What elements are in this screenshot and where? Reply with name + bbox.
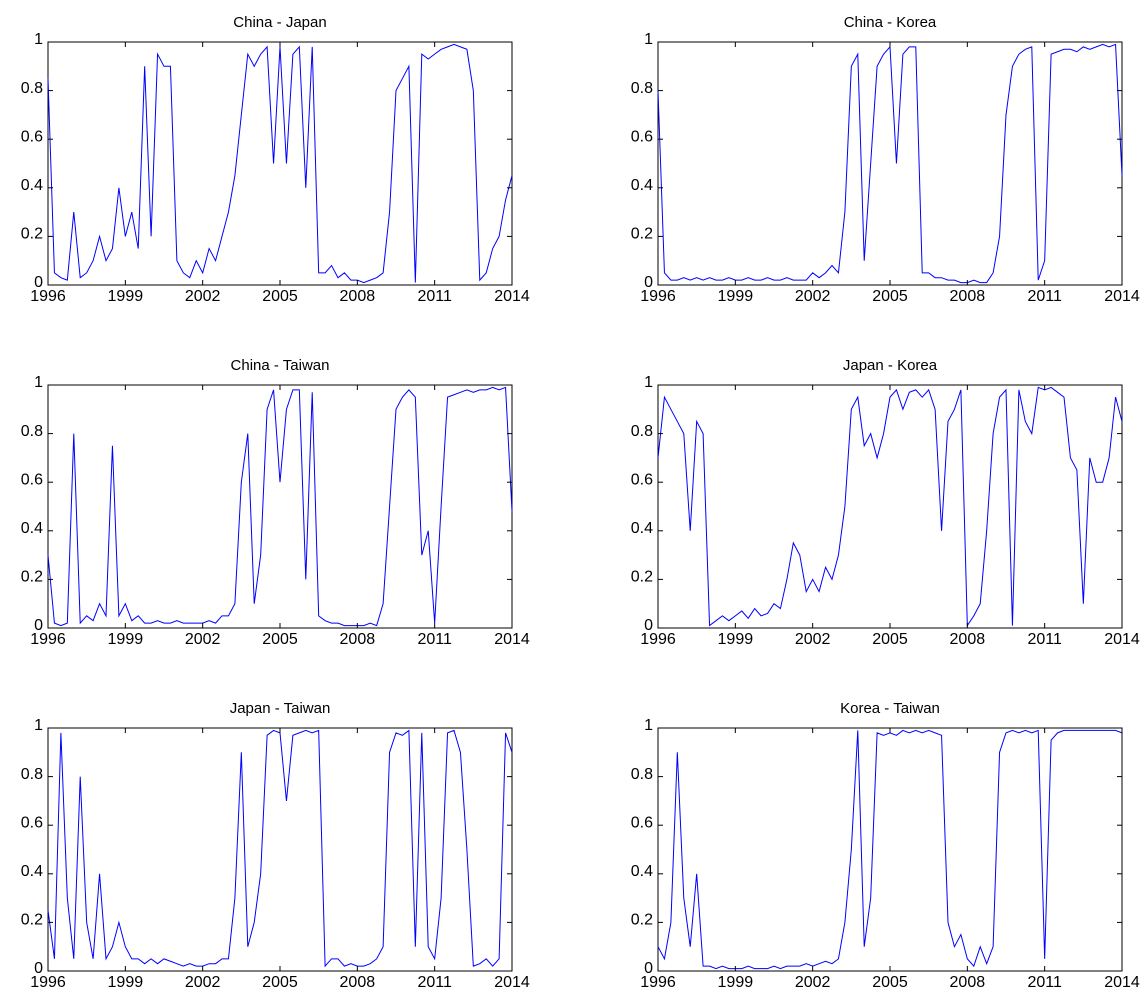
y-tick-label: 1 bbox=[644, 374, 653, 391]
y-tick-label: 0.2 bbox=[631, 226, 653, 243]
data-line bbox=[47, 43, 513, 284]
y-tick-label: 0 bbox=[644, 960, 653, 977]
y-tick-label: 0.4 bbox=[21, 520, 43, 537]
x-tick-label: 2002 bbox=[185, 974, 221, 991]
data-line bbox=[657, 729, 1123, 970]
x-tick-label: 1996 bbox=[640, 974, 676, 991]
x-tick-label: 1999 bbox=[108, 631, 144, 648]
y-tick-label: 0.2 bbox=[631, 569, 653, 586]
x-tick-label: 2002 bbox=[185, 631, 221, 648]
x-tick-label: 2014 bbox=[1104, 974, 1140, 991]
x-tick-label: 1996 bbox=[30, 288, 66, 305]
x-tick-label: 2014 bbox=[494, 288, 530, 305]
x-tick-label: 1999 bbox=[718, 974, 754, 991]
x-tick-label: 2002 bbox=[185, 288, 221, 305]
x-tick-label: 1996 bbox=[30, 631, 66, 648]
x-tick-label: 2008 bbox=[950, 288, 986, 305]
x-tick-label: 2002 bbox=[795, 974, 831, 991]
y-tick-label: 0.2 bbox=[21, 912, 43, 929]
x-tick-label: 2014 bbox=[1104, 288, 1140, 305]
y-tick-label: 1 bbox=[34, 31, 43, 48]
y-tick-label: 1 bbox=[644, 717, 653, 734]
y-tick-label: 0.8 bbox=[21, 423, 43, 440]
chart-title: China - Taiwan bbox=[231, 357, 330, 374]
y-tick-label: 0.4 bbox=[631, 520, 653, 537]
y-tick-label: 0.8 bbox=[631, 423, 653, 440]
x-tick-label: 2011 bbox=[417, 288, 452, 305]
x-tick-label: 2005 bbox=[872, 974, 908, 991]
y-tick-label: 0.6 bbox=[631, 814, 653, 831]
y-tick-label: 0 bbox=[34, 617, 43, 634]
x-tick-label: 2011 bbox=[417, 974, 452, 991]
y-tick-label: 0.6 bbox=[21, 471, 43, 488]
data-line bbox=[47, 386, 513, 627]
plot-frame bbox=[47, 41, 513, 286]
x-tick-label: 2008 bbox=[340, 631, 376, 648]
x-tick-label: 2014 bbox=[1104, 631, 1140, 648]
x-tick-label: 2005 bbox=[872, 288, 908, 305]
x-tick-label: 2008 bbox=[340, 288, 376, 305]
y-tick-label: 0.4 bbox=[631, 863, 653, 880]
y-tick-label: 0.4 bbox=[21, 177, 43, 194]
plot-frame bbox=[657, 384, 1123, 629]
x-tick-label: 2005 bbox=[262, 631, 298, 648]
y-tick-label: 0.8 bbox=[21, 80, 43, 97]
y-tick-label: 1 bbox=[644, 31, 653, 48]
y-tick-label: 0 bbox=[34, 960, 43, 977]
y-tick-label: 1 bbox=[34, 374, 43, 391]
y-tick-label: 0 bbox=[644, 617, 653, 634]
x-tick-label: 2014 bbox=[494, 631, 530, 648]
y-tick-label: 0.2 bbox=[631, 912, 653, 929]
x-tick-label: 2008 bbox=[340, 974, 376, 991]
data-line bbox=[657, 43, 1123, 284]
x-tick-label: 2005 bbox=[872, 631, 908, 648]
x-tick-label: 1996 bbox=[640, 288, 676, 305]
chart-title: Korea - Taiwan bbox=[840, 700, 940, 717]
x-tick-label: 2008 bbox=[950, 631, 986, 648]
plot-frame bbox=[657, 41, 1123, 286]
x-tick-label: 2011 bbox=[417, 631, 452, 648]
x-tick-label: 1999 bbox=[718, 631, 754, 648]
y-tick-label: 0.2 bbox=[21, 569, 43, 586]
y-tick-label: 0.8 bbox=[631, 80, 653, 97]
x-tick-label: 1996 bbox=[640, 631, 676, 648]
y-tick-label: 0.8 bbox=[631, 766, 653, 783]
chart-title: Japan - Korea bbox=[843, 357, 938, 374]
x-tick-label: 1999 bbox=[718, 288, 754, 305]
y-tick-label: 1 bbox=[34, 717, 43, 734]
x-tick-label: 2002 bbox=[795, 631, 831, 648]
y-tick-label: 0.8 bbox=[21, 766, 43, 783]
x-tick-label: 2008 bbox=[950, 974, 986, 991]
y-tick-label: 0.4 bbox=[21, 863, 43, 880]
y-tick-label: 0.6 bbox=[631, 128, 653, 145]
data-line bbox=[47, 729, 513, 968]
x-tick-label: 1999 bbox=[108, 974, 144, 991]
x-tick-label: 2011 bbox=[1027, 288, 1062, 305]
y-tick-label: 0.4 bbox=[631, 177, 653, 194]
x-tick-label: 2014 bbox=[494, 974, 530, 991]
y-tick-label: 0 bbox=[34, 274, 43, 291]
x-tick-label: 1999 bbox=[108, 288, 144, 305]
y-tick-label: 0.6 bbox=[21, 128, 43, 145]
chart-title: China - Japan bbox=[233, 14, 326, 31]
y-tick-label: 0.6 bbox=[631, 471, 653, 488]
chart-title: Japan - Taiwan bbox=[230, 700, 331, 717]
data-line bbox=[657, 386, 1123, 628]
plot-frame bbox=[47, 727, 513, 972]
x-tick-label: 1996 bbox=[30, 974, 66, 991]
y-tick-label: 0.2 bbox=[21, 226, 43, 243]
chart-title: China - Korea bbox=[844, 14, 937, 31]
x-tick-label: 2011 bbox=[1027, 631, 1062, 648]
x-tick-label: 2005 bbox=[262, 288, 298, 305]
x-tick-label: 2002 bbox=[795, 288, 831, 305]
y-tick-label: 0.6 bbox=[21, 814, 43, 831]
x-tick-label: 2011 bbox=[1027, 974, 1062, 991]
y-tick-label: 0 bbox=[644, 274, 653, 291]
x-tick-label: 2005 bbox=[262, 974, 298, 991]
plot-frame bbox=[657, 727, 1123, 972]
